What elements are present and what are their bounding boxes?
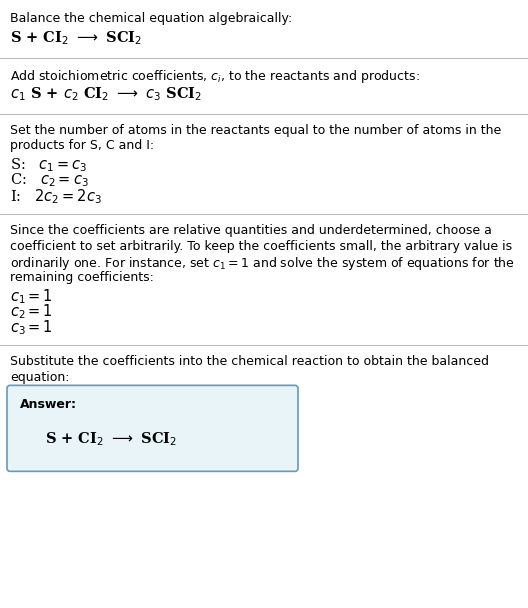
Text: S + CI$_2$ $\longrightarrow$ SCI$_2$: S + CI$_2$ $\longrightarrow$ SCI$_2$ <box>10 30 142 47</box>
Text: Since the coefficients are relative quantities and underdetermined, choose a: Since the coefficients are relative quan… <box>10 224 492 237</box>
Text: equation:: equation: <box>10 371 70 384</box>
Text: Substitute the coefficients into the chemical reaction to obtain the balanced: Substitute the coefficients into the che… <box>10 356 489 368</box>
Text: Balance the chemical equation algebraically:: Balance the chemical equation algebraica… <box>10 12 293 25</box>
Text: Answer:: Answer: <box>20 398 77 412</box>
Text: coefficient to set arbitrarily. To keep the coefficients small, the arbitrary va: coefficient to set arbitrarily. To keep … <box>10 240 512 253</box>
Text: Add stoichiometric coefficients, $c_i$, to the reactants and products:: Add stoichiometric coefficients, $c_i$, … <box>10 68 420 85</box>
Text: S + CI$_2$ $\longrightarrow$ SCI$_2$: S + CI$_2$ $\longrightarrow$ SCI$_2$ <box>45 430 177 448</box>
Text: $c_1$ S + $c_2$ CI$_2$ $\longrightarrow$ $c_3$ SCI$_2$: $c_1$ S + $c_2$ CI$_2$ $\longrightarrow$… <box>10 86 202 103</box>
FancyBboxPatch shape <box>7 385 298 471</box>
Text: Set the number of atoms in the reactants equal to the number of atoms in the: Set the number of atoms in the reactants… <box>10 124 501 137</box>
Text: $c_2 = 1$: $c_2 = 1$ <box>10 303 53 321</box>
Text: remaining coefficients:: remaining coefficients: <box>10 271 154 283</box>
Text: S:   $c_1 = c_3$: S: $c_1 = c_3$ <box>10 156 88 174</box>
Text: I:   $2 c_2 = 2 c_3$: I: $2 c_2 = 2 c_3$ <box>10 187 102 206</box>
Text: $c_3 = 1$: $c_3 = 1$ <box>10 318 53 337</box>
Text: C:   $c_2 = c_3$: C: $c_2 = c_3$ <box>10 171 89 189</box>
Text: $c_1 = 1$: $c_1 = 1$ <box>10 287 53 306</box>
Text: products for S, C and I:: products for S, C and I: <box>10 139 154 153</box>
Text: ordinarily one. For instance, set $c_1 = 1$ and solve the system of equations fo: ordinarily one. For instance, set $c_1 =… <box>10 255 515 272</box>
